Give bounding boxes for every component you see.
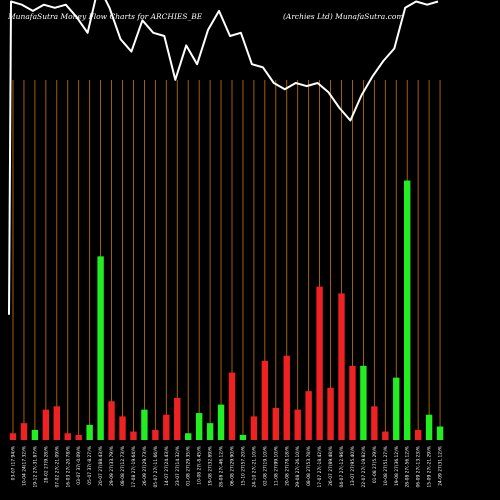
x-tick-label: 05-07 27(-11.66)% bbox=[153, 446, 159, 488]
x-tick-label: 19-12 27(-31.87)% bbox=[32, 446, 38, 488]
money-flow-bar bbox=[360, 365, 367, 440]
money-flow-bar bbox=[228, 372, 236, 440]
x-tick-label: 17-07 27(-18.42)% bbox=[317, 446, 323, 488]
x-tick-label: 15-09 27(-21.29)% bbox=[427, 446, 433, 488]
money-flow-bar bbox=[316, 286, 323, 440]
money-flow-bar bbox=[425, 414, 433, 440]
money-flow-bar bbox=[195, 413, 203, 440]
x-tick-label: 28-08 27(-56.12)% bbox=[405, 446, 411, 488]
money-flow-bar bbox=[404, 180, 411, 441]
x-tick-label: 05-07 37(-8.27)% bbox=[87, 446, 93, 485]
money-flow-bar bbox=[327, 387, 334, 440]
money-flow-bar bbox=[338, 293, 345, 440]
x-tick-label: 23-07 27(14.32)% bbox=[175, 446, 181, 486]
money-flow-bar bbox=[436, 426, 444, 440]
x-tick-label: 26-07 27(89.48)% bbox=[328, 446, 334, 486]
x-tick-label: 28-02 27(9.28)% bbox=[43, 446, 49, 483]
x-tick-label: 01-08 27(29.35)% bbox=[186, 446, 192, 486]
money-flow-bar bbox=[414, 429, 422, 440]
x-tick-label: 16-03 27(-20.78)% bbox=[65, 446, 71, 488]
x-tick-label: 03-07 (17.94)% bbox=[11, 446, 17, 480]
x-tick-label: 29-09 27(33.79)% bbox=[109, 446, 115, 486]
money-flow-bar bbox=[152, 429, 159, 440]
money-flow-bar bbox=[163, 414, 170, 440]
x-tick-label: 01-08 27(5.29)% bbox=[372, 446, 378, 483]
x-tick-label: 08-08 27(12.73)% bbox=[120, 446, 126, 486]
money-flow-bar bbox=[42, 409, 50, 440]
money-flow-bar bbox=[283, 355, 290, 440]
money-flow-bar bbox=[305, 391, 312, 440]
money-flow-bar bbox=[272, 407, 279, 440]
money-flow-bar bbox=[349, 365, 356, 440]
x-tick-label: 03-07 37(-0.09)% bbox=[76, 446, 82, 485]
money-flow-bar bbox=[371, 406, 378, 440]
money-flow-bar bbox=[20, 423, 28, 440]
money-flow-bar bbox=[206, 423, 214, 440]
money-flow-bar bbox=[97, 256, 104, 440]
price-line bbox=[8, 0, 439, 315]
money-flow-bar bbox=[174, 397, 181, 440]
x-tick-label: 20-07 27(88.43)% bbox=[98, 446, 104, 486]
money-flow-bar bbox=[86, 424, 93, 440]
x-tick-label: 20-08 27(78.18)% bbox=[284, 446, 290, 486]
x-tick-label: 19-08 27(32.89)% bbox=[208, 446, 214, 486]
x-tick-label: 28-08 27(-46.12)% bbox=[219, 446, 225, 488]
money-flow-bar bbox=[294, 409, 301, 440]
chart-subtitle: (Archies Ltd) MunafaSutra.com bbox=[283, 12, 404, 21]
x-tick-label: 22-07 27(-19.82)% bbox=[361, 446, 367, 488]
money-flow-bar bbox=[382, 431, 389, 440]
x-tick-label: 02-08 27(19.10)% bbox=[262, 446, 268, 486]
x-tick-label: 17-08 27(-19.64)% bbox=[131, 446, 137, 488]
money-flow-bar bbox=[31, 429, 39, 440]
money-flow-bar bbox=[108, 401, 115, 440]
x-tick-label: 07-02 27(-21.09)% bbox=[54, 446, 60, 488]
money-flow-bar bbox=[9, 433, 17, 440]
x-tick-label: 13-07 27(95.40)% bbox=[350, 446, 356, 486]
money-flow-bar bbox=[261, 360, 269, 440]
money-flow-bar bbox=[130, 431, 137, 440]
money-flow-bar bbox=[64, 433, 71, 440]
x-tick-label: 04-07 27(-12.96)% bbox=[339, 446, 345, 488]
money-flow-bar bbox=[239, 434, 247, 440]
x-tick-label: 11-08 27(99.10)% bbox=[273, 446, 279, 486]
x-tick-label: 24-10 27(-21.10)% bbox=[251, 446, 257, 488]
x-tick-label: 10-08 27(-8.45)% bbox=[197, 446, 203, 485]
x-tick-label: 29-08 27(-26.10)% bbox=[295, 446, 301, 488]
money-flow-bar bbox=[75, 434, 82, 440]
money-flow-bar bbox=[185, 433, 192, 440]
money-flow-bar bbox=[393, 377, 400, 440]
x-tick-label: 06-08 27(29.90)% bbox=[230, 446, 236, 486]
money-flow-bar bbox=[119, 416, 126, 440]
x-tick-label: 10-08 27(51.27)% bbox=[383, 446, 389, 486]
x-tick-label: 15-10 27(57.20)% bbox=[240, 446, 246, 486]
money-flow-bar bbox=[141, 409, 148, 440]
money-flow-bar bbox=[53, 406, 60, 440]
chart-title: MunafaSutra Money Flow Charts for ARCHIE… bbox=[8, 12, 203, 21]
money-flow-bar bbox=[217, 404, 225, 440]
x-tick-label: 24-09 27(31.12)% bbox=[438, 446, 444, 486]
x-tick-label: 06-09 27(-13.23)% bbox=[416, 446, 422, 488]
x-tick-label: 19-08 27(36.12)% bbox=[394, 446, 400, 486]
x-tick-label: 10-04 24(17.32)% bbox=[21, 446, 27, 486]
money-flow-bar bbox=[250, 416, 258, 440]
x-tick-label: 08-08 27(53.78)% bbox=[306, 446, 312, 486]
x-tick-label: 14-07 27(24.43)% bbox=[164, 446, 170, 486]
x-tick-label: 26-09 27(29.73)% bbox=[142, 446, 148, 486]
